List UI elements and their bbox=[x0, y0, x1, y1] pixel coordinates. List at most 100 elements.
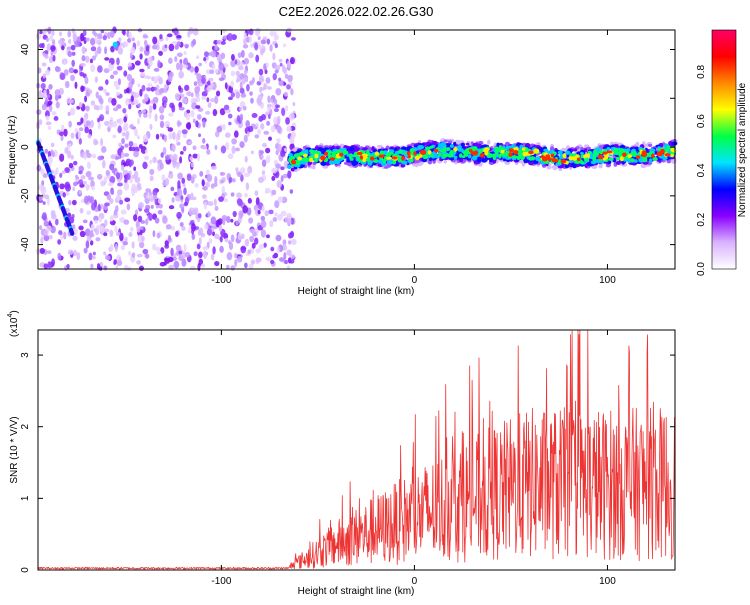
spectrogram-band-cell bbox=[314, 158, 318, 163]
spectrogram-noise-speck bbox=[202, 137, 206, 144]
spectrogram-noise-speck bbox=[79, 62, 86, 67]
snr-y-scale-base: (x10 bbox=[9, 317, 20, 337]
spectrogram-noise-speck bbox=[125, 87, 130, 94]
spectrogram-band-cell bbox=[550, 153, 555, 158]
spectrogram-noise-speck bbox=[273, 34, 279, 41]
spectrogram-noise-speck bbox=[109, 163, 115, 171]
spectrogram-band-cell bbox=[361, 153, 368, 158]
spectrogram-noise-speck bbox=[90, 240, 94, 246]
spectrogram-noise-speck bbox=[192, 145, 197, 151]
spectrogram-noise-speck bbox=[133, 92, 139, 99]
spectrogram-noise-speck bbox=[40, 82, 46, 90]
spectrogram-band-cell bbox=[513, 150, 519, 155]
spectrogram-noise-speck bbox=[227, 32, 233, 42]
spectrogram-band-cell bbox=[406, 151, 411, 155]
spectrogram-noise-speck bbox=[41, 62, 47, 67]
spectrogram-noise-speck bbox=[110, 190, 115, 195]
spectrogram-noise-speck bbox=[140, 109, 147, 114]
spectrogram-y-tick-label: 40 bbox=[20, 44, 31, 56]
spectrogram-x-tick-label: -100 bbox=[211, 275, 231, 286]
spectrogram-noise-speck bbox=[50, 44, 56, 52]
spectrogram-noise-speck bbox=[189, 156, 194, 161]
spectrogram-noise-speck bbox=[72, 33, 77, 40]
spectrogram-noise-speck bbox=[144, 149, 148, 154]
spectrogram-noise-speck bbox=[265, 111, 269, 116]
spectrogram-x-axis-label: Height of straight line (km) bbox=[298, 286, 415, 297]
spectrogram-noise-speck bbox=[71, 224, 76, 230]
spectrogram-noise-speck bbox=[176, 52, 183, 58]
spectrogram-noise-speck bbox=[112, 134, 117, 139]
spectrogram-band-cell bbox=[320, 161, 327, 166]
spectrogram-band-cell bbox=[440, 142, 446, 148]
spectrogram-noise-speck bbox=[70, 44, 76, 51]
spectrogram-noise-speck bbox=[94, 35, 99, 44]
spectrogram-noise-speck bbox=[103, 88, 107, 94]
spectrogram-noise-speck bbox=[194, 183, 199, 188]
spectrogram-noise-speck bbox=[254, 134, 260, 139]
spectrogram-noise-speck bbox=[91, 55, 96, 61]
spectrogram-noise-speck bbox=[260, 215, 266, 222]
spectrogram-noise-speck bbox=[286, 125, 292, 133]
spectrogram-noise-speck bbox=[51, 39, 56, 46]
spectrogram-noise-speck bbox=[124, 236, 128, 242]
spectrogram-noise-speck bbox=[288, 80, 293, 86]
spectrogram-noise-speck bbox=[267, 95, 271, 103]
spectrogram-noise-speck bbox=[121, 137, 125, 145]
spectrogram-noise-speck bbox=[185, 62, 192, 70]
spectrogram-noise-speck bbox=[78, 102, 83, 108]
colorbar-ticks: 0.0 0.2 0.4 0.6 0.8 bbox=[696, 64, 707, 275]
spectrogram-noise-speck bbox=[103, 232, 108, 237]
spectrogram-noise-speck bbox=[205, 110, 211, 115]
spectrogram-band-cell bbox=[512, 155, 518, 159]
spectrogram-noise-speck bbox=[153, 67, 160, 72]
spectrogram-band-cell bbox=[415, 155, 420, 161]
spectrogram-noise-speck bbox=[226, 251, 233, 261]
spectrogram-noise-speck bbox=[268, 136, 272, 141]
spectrogram-band-cell bbox=[453, 141, 457, 147]
spectrogram-noise-speck bbox=[275, 234, 282, 242]
spectrogram-noise-speck bbox=[71, 51, 76, 56]
spectrogram-noise-speck bbox=[183, 201, 189, 207]
spectrogram-noise-speck bbox=[116, 193, 120, 201]
spectrogram-noise-speck bbox=[265, 147, 271, 154]
snr-x-tick-label: -100 bbox=[211, 576, 231, 587]
spectrogram-noise-speck bbox=[167, 127, 174, 132]
spectrogram-band-cell bbox=[666, 145, 672, 150]
spectrogram-noise-speck bbox=[187, 229, 191, 234]
spectrogram-noise-speck bbox=[79, 72, 85, 77]
spectrogram-noise-speck bbox=[196, 96, 201, 103]
spectrogram-noise-speck bbox=[131, 252, 136, 258]
spectrogram-noise-speck bbox=[65, 183, 71, 192]
spectrogram-noise-speck bbox=[92, 30, 96, 35]
spectrogram-noise-speck bbox=[276, 125, 282, 134]
colorbar-tick-label: 0.0 bbox=[696, 262, 707, 276]
spectrogram-noise-speck bbox=[243, 32, 247, 40]
spectrogram-noise-speck bbox=[176, 211, 182, 219]
snr-y-tick-label: 1 bbox=[20, 495, 31, 501]
spectrogram-noise-speck bbox=[45, 69, 51, 76]
spectrogram-noise-speck bbox=[115, 231, 121, 236]
spectrogram-band-cell bbox=[294, 153, 299, 157]
spectrogram-noise-speck bbox=[188, 207, 195, 216]
spectrogram-noise-speck bbox=[121, 29, 126, 35]
spectrogram-noise-speck bbox=[186, 174, 192, 181]
spectrogram-noise-speck bbox=[222, 217, 226, 226]
spectrogram-noise-speck bbox=[194, 66, 199, 73]
spectrogram-noise-speck bbox=[116, 104, 122, 109]
spectrogram-noise-speck bbox=[288, 240, 292, 245]
spectrogram-noise-speck bbox=[249, 228, 256, 233]
spectrogram-noise-speck bbox=[47, 156, 53, 165]
spectrogram-band-cell bbox=[530, 156, 536, 161]
spectrogram-noise-speck bbox=[182, 64, 189, 69]
spectrogram-noise-speck bbox=[202, 120, 206, 128]
spectrogram-noise-speck bbox=[54, 218, 59, 226]
spectrogram-chirp-cell bbox=[69, 230, 75, 236]
spectrogram-noise-speck bbox=[236, 114, 241, 123]
spectrogram-noise-speck bbox=[243, 57, 250, 65]
spectrogram-noise-speck bbox=[37, 67, 42, 74]
spectrogram-noise-speck bbox=[255, 248, 261, 254]
spectrogram-noise-speck bbox=[90, 100, 95, 106]
spectrogram-noise-speck bbox=[171, 144, 176, 153]
spectrogram-noise-speck bbox=[67, 30, 72, 38]
